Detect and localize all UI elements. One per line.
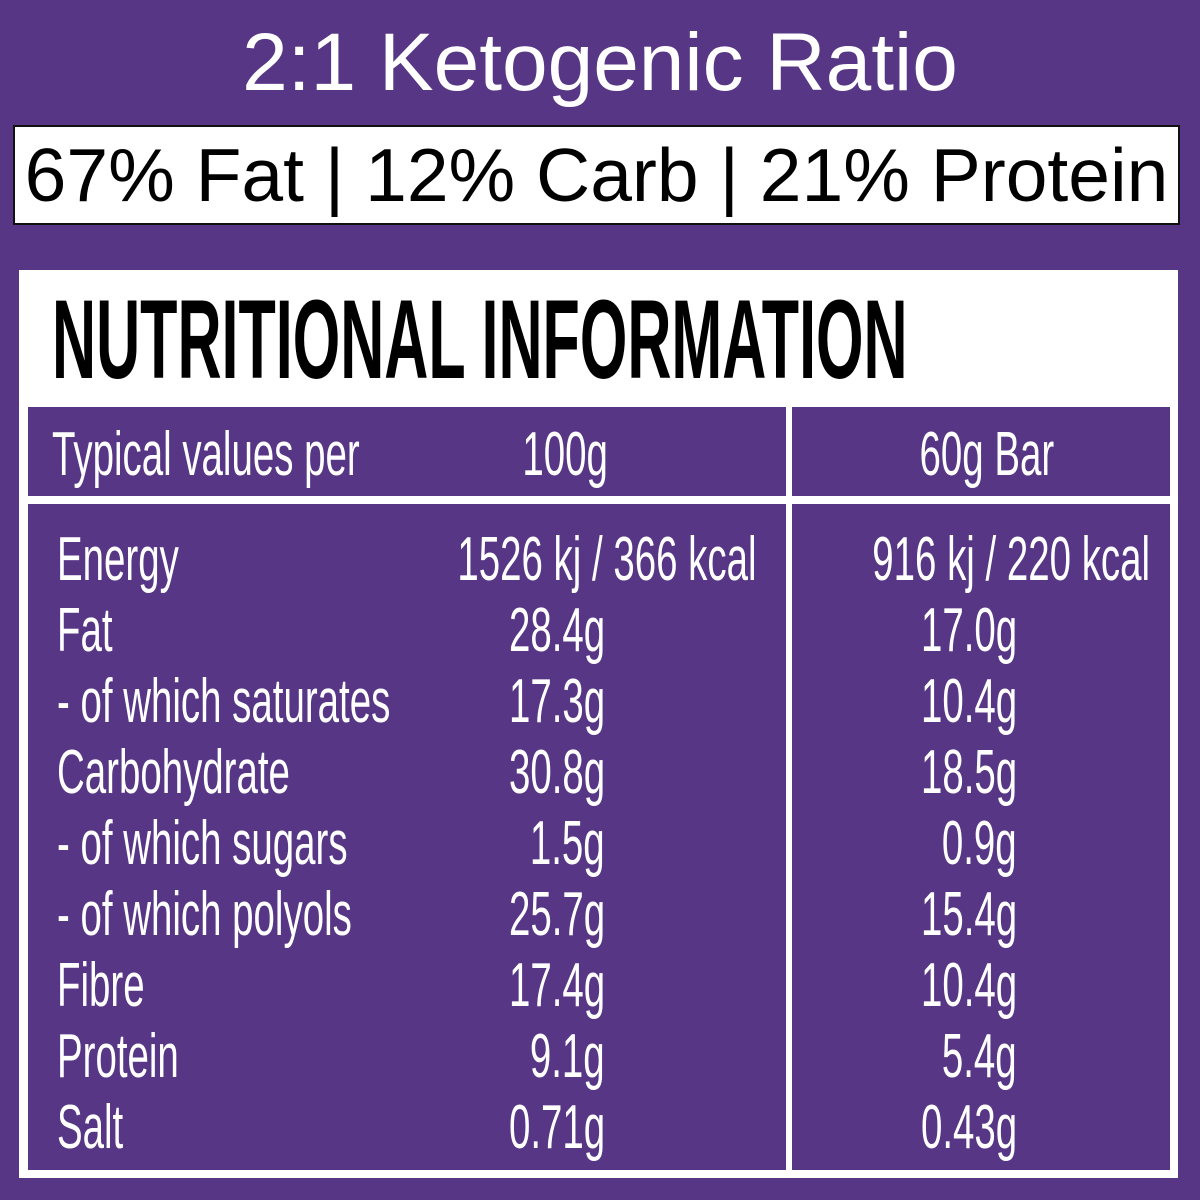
- value-per-100g: 25.7g: [508, 880, 605, 949]
- column-per-100g: 100g: [522, 420, 608, 489]
- value-per-100g: 0.71g: [508, 1093, 605, 1162]
- value-per-100g: 1526 kj / 366 kcal: [457, 525, 757, 594]
- nutrition-heading: NUTRITIONAL INFORMATION: [52, 277, 908, 402]
- value-per-bar: 10.4g: [920, 667, 1017, 736]
- value-per-bar: 0.43g: [920, 1093, 1017, 1162]
- nutrient-name: Protein: [57, 1022, 179, 1091]
- page-title: 2:1 Ketogenic Ratio: [242, 17, 958, 108]
- column-per-bar: 60g Bar: [919, 420, 1054, 489]
- value-per-100g: 17.4g: [508, 951, 605, 1020]
- value-per-bar: 17.0g: [920, 596, 1017, 665]
- value-per-bar: 15.4g: [920, 880, 1017, 949]
- header-cell-left: [28, 407, 786, 496]
- nutrient-name: Salt: [57, 1093, 124, 1162]
- value-per-bar: 5.4g: [942, 1022, 1017, 1091]
- nutrient-name: Energy: [57, 525, 179, 594]
- value-per-100g: 9.1g: [530, 1022, 605, 1091]
- nutrient-name: Carbohydrate: [57, 738, 290, 807]
- value-per-100g: 1.5g: [530, 809, 605, 878]
- value-per-bar: 916 kj / 220 kcal: [872, 525, 1150, 594]
- nutrient-name: Fat: [57, 596, 113, 665]
- column-label: Typical values per: [52, 420, 360, 489]
- value-per-100g: 17.3g: [508, 667, 605, 736]
- nutrient-name: - of which saturates: [57, 667, 391, 736]
- header-cell-right: [792, 407, 1170, 496]
- value-per-bar: 0.9g: [942, 809, 1017, 878]
- body-cell-right: [792, 504, 1170, 1170]
- value-per-bar: 18.5g: [920, 738, 1017, 807]
- nutrient-name: Fibre: [57, 951, 145, 1020]
- value-per-100g: 30.8g: [508, 738, 605, 807]
- nutrient-name: - of which sugars: [57, 809, 348, 878]
- body-cell-left: [28, 504, 786, 1170]
- value-per-bar: 10.4g: [920, 951, 1017, 1020]
- value-per-100g: 28.4g: [508, 596, 605, 665]
- macro-ratio-banner: 67% Fat | 12% Carb | 21% Protein: [13, 125, 1180, 225]
- nutrient-name: - of which polyols: [57, 880, 352, 949]
